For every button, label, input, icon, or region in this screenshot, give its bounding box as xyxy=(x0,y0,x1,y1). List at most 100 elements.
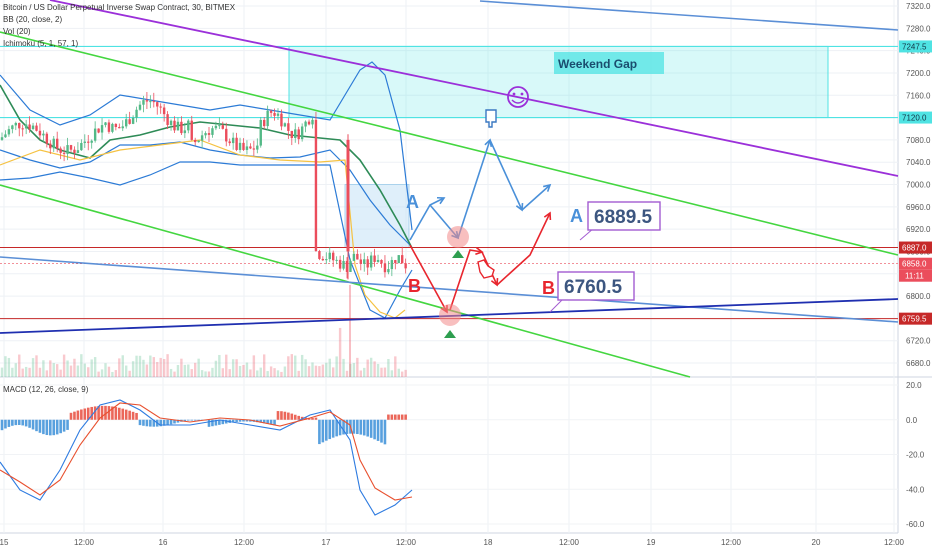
candle-body xyxy=(311,119,314,125)
candle-body xyxy=(62,152,66,154)
macd-histogram-bar xyxy=(376,419,380,441)
volume-bar xyxy=(294,355,297,377)
candle-body xyxy=(328,252,331,260)
chart-title: Bitcoin / US Dollar Perpetual Inverse Sw… xyxy=(3,3,236,12)
candle-body xyxy=(7,129,11,135)
candle-body xyxy=(401,255,404,264)
macd-histogram-bar xyxy=(31,419,35,430)
candle-body xyxy=(300,126,304,140)
candle-body xyxy=(332,252,335,261)
candle-body xyxy=(56,138,59,149)
candle-body xyxy=(135,109,138,118)
candle-body xyxy=(228,141,231,144)
candle-body xyxy=(11,125,14,130)
candle-body xyxy=(242,142,245,150)
candle-body xyxy=(314,119,318,252)
macd-line xyxy=(0,399,413,516)
scenario-a-arrow-1-head xyxy=(436,196,446,205)
candle-body xyxy=(93,128,97,141)
volume-bar xyxy=(87,367,90,377)
candle-body xyxy=(138,104,142,110)
price-label-text: 7247.5 xyxy=(902,42,927,51)
price-label-text: 7120.0 xyxy=(902,114,927,123)
macd-histogram-bar xyxy=(276,411,280,420)
volume-bar xyxy=(401,371,404,377)
candle-body xyxy=(52,138,55,149)
macd-histogram-bar xyxy=(17,419,21,425)
price-tick-label: 7280.0 xyxy=(906,24,931,33)
candle-body xyxy=(28,124,31,130)
candle-body xyxy=(190,120,193,140)
macd-histogram-bar xyxy=(259,419,263,423)
candle-body xyxy=(294,129,297,139)
candle-body xyxy=(373,255,376,262)
macd-histogram-bar xyxy=(362,419,366,436)
target-b-callout-text: 6760.5 xyxy=(564,277,623,298)
up-arrow-marker-a xyxy=(452,250,464,258)
macd-histogram-bar xyxy=(55,419,59,435)
candle-body xyxy=(256,145,259,150)
volume-bar xyxy=(190,369,193,377)
macd-histogram-bar xyxy=(162,419,166,426)
macd-histogram-bar xyxy=(42,419,45,435)
price-label-bg xyxy=(899,241,932,254)
candle-body xyxy=(200,135,204,141)
candle-body xyxy=(338,259,342,269)
volume-bar xyxy=(297,370,300,377)
candle-body xyxy=(59,148,62,153)
candle-body xyxy=(156,102,159,107)
volume-bar xyxy=(169,368,173,377)
macd-histogram-bar xyxy=(394,414,397,420)
price-tick-label: 6720.0 xyxy=(906,337,931,346)
volume-bar xyxy=(7,357,11,377)
macd-histogram-bar xyxy=(35,419,38,432)
candle-body xyxy=(335,259,338,261)
macd-histogram-bar xyxy=(335,419,338,437)
macd-histogram-bar xyxy=(404,414,407,420)
macd-histogram-bar xyxy=(173,419,176,424)
volume-bar xyxy=(173,371,176,377)
volume-bar xyxy=(314,365,318,377)
volume-bar xyxy=(404,369,407,377)
candle-body xyxy=(180,121,183,134)
volume-bar xyxy=(200,370,204,377)
candle-body xyxy=(225,128,228,142)
volume-bar xyxy=(42,360,45,377)
volume-bar xyxy=(176,364,180,377)
crash-candle-body xyxy=(346,139,350,252)
volume-bar xyxy=(45,370,49,377)
macd-histogram-bar xyxy=(338,419,342,436)
candle-body xyxy=(276,113,280,116)
macd-histogram-bar xyxy=(142,419,145,426)
price-label-text: 6887.0 xyxy=(902,244,927,253)
volume-bar xyxy=(376,363,380,377)
macd-histogram-bar xyxy=(14,419,18,426)
volume-bar xyxy=(56,364,59,377)
volume-bar xyxy=(156,362,159,377)
candle-body xyxy=(42,133,45,136)
candle-body xyxy=(342,260,345,269)
macd-histogram-bar xyxy=(159,419,162,427)
candle-body xyxy=(366,259,369,268)
volume-bar xyxy=(335,356,338,377)
macd-histogram-bar xyxy=(90,406,93,420)
volume-bar xyxy=(21,368,24,377)
volume-bar xyxy=(18,354,21,377)
macd-histogram-bar xyxy=(221,419,225,425)
volume-bar xyxy=(14,363,17,377)
macd-histogram-bar xyxy=(366,419,369,437)
macd-histogram-bar xyxy=(66,419,69,430)
indicator-ichimoku: Ichimoku (5, 1, 57, 1) xyxy=(3,39,79,48)
volume-bar xyxy=(11,367,14,377)
price-tick-label: 6800.0 xyxy=(906,292,931,301)
scenario-drawings: A A B B 6889.5 6760.5 xyxy=(406,86,661,338)
candle-body xyxy=(73,149,76,154)
candle-body xyxy=(14,122,17,126)
target-a-callout-text: 6889.5 xyxy=(594,207,653,228)
price-tick-label: 7160.0 xyxy=(906,91,931,100)
macd-histogram-bar xyxy=(235,419,238,422)
candle-body xyxy=(169,120,173,126)
macd-histogram-bar xyxy=(359,419,363,435)
volume-bar xyxy=(166,354,169,377)
